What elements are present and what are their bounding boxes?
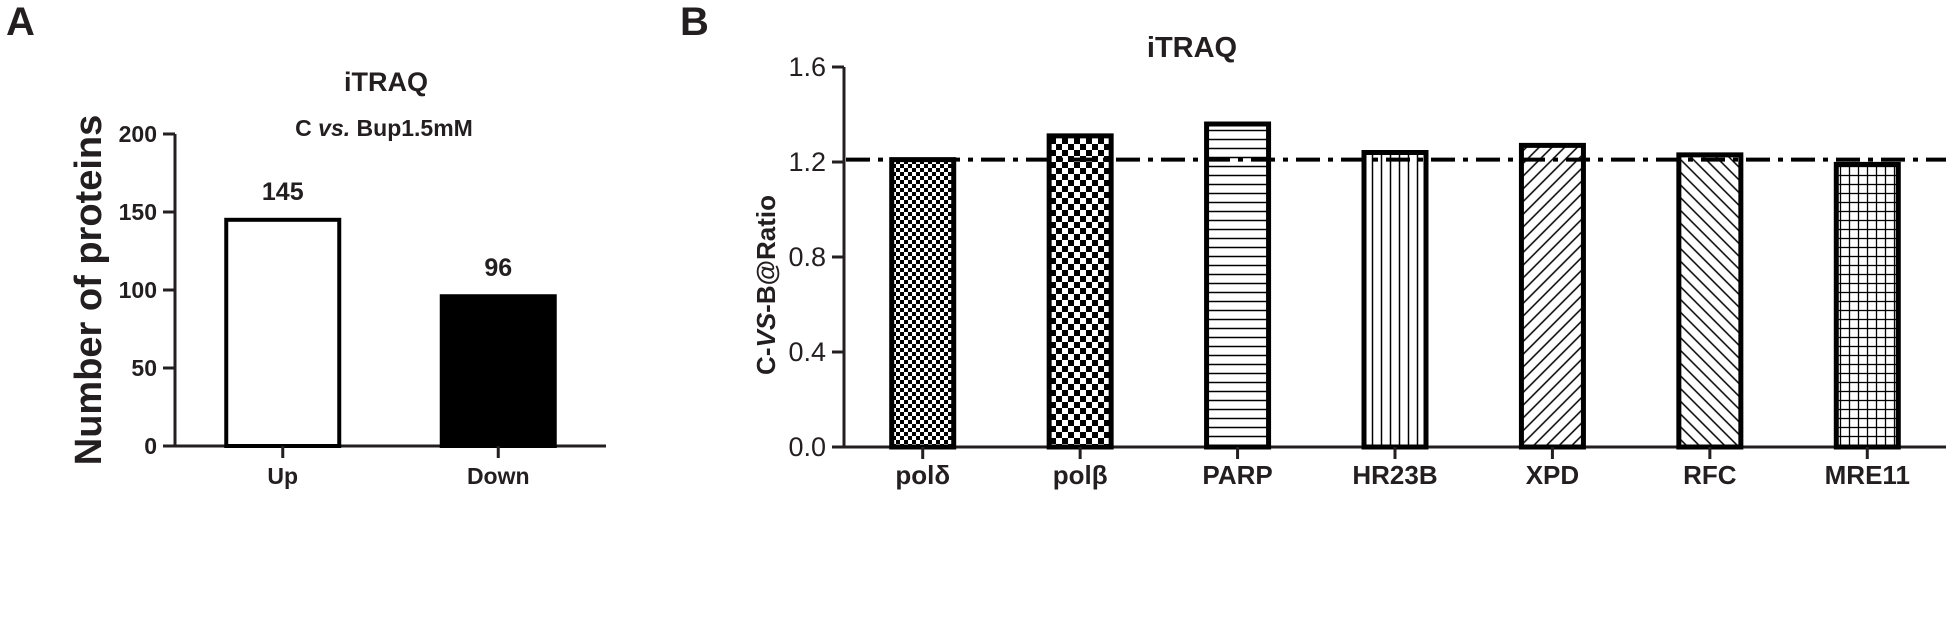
panel-b-y-tick-label: 0.8 xyxy=(788,242,826,272)
data-label-down: 96 xyxy=(484,254,512,282)
panel-b-bars xyxy=(889,121,1901,450)
panel-b-y-tick-label: 0.4 xyxy=(788,337,826,367)
x-tick-label-rfc: RFC xyxy=(1683,460,1737,490)
panel-a-y-ticks: 0 50 100 150 200 xyxy=(119,121,175,459)
panel-b-y-axis-label-suffix: -B@Ratio xyxy=(751,195,781,313)
panel-b-x-labels: polδ polβ PARP HR23B XPD RFC MRE11 xyxy=(895,447,1910,490)
panel-a-y-axis-label: Number of proteins xyxy=(68,115,110,465)
panel-a-subtitle-suffix: Bup1.5mM xyxy=(350,115,473,141)
panel-b-y-tick-label: 1.2 xyxy=(788,147,826,177)
panel-a-y-tick-label: 150 xyxy=(119,199,157,225)
panel-a-title: iTRAQ xyxy=(344,67,428,97)
panel-a-y-tick-label: 200 xyxy=(119,121,157,147)
x-tick-label-mre11: MRE11 xyxy=(1825,460,1910,490)
panel-b-y-axis-label: C-VS-B@Ratio xyxy=(751,195,781,375)
panel-a-y-tick-label: 0 xyxy=(144,433,157,459)
bar-pol xyxy=(1046,133,1114,450)
panel-a-x-labels: Up Down xyxy=(267,446,530,489)
panel-b-y-tick-label: 0.0 xyxy=(788,432,826,462)
panel-b-title: iTRAQ xyxy=(1147,32,1237,64)
x-tick-label-pol: polδ xyxy=(895,460,950,490)
x-tick-label-hr23b: HR23B xyxy=(1352,460,1437,490)
panel-b-y-tick-label: 1.6 xyxy=(788,52,826,82)
panel-a-subtitle-italic: vs. xyxy=(318,115,350,141)
panel-a-subtitle-prefix: C xyxy=(295,115,318,141)
x-tick-label-up: Up xyxy=(267,463,298,489)
panel-b-label: B xyxy=(680,0,709,44)
bar-mre11 xyxy=(1833,161,1901,450)
x-tick-label-down: Down xyxy=(467,463,530,489)
x-tick-label-xpd: XPD xyxy=(1526,460,1579,490)
bar-pol xyxy=(889,157,957,450)
panel-a-subtitle: C vs. Bup1.5mM xyxy=(295,115,473,141)
bar-parp xyxy=(1204,121,1272,450)
bar-rfc xyxy=(1676,152,1744,450)
bar-up xyxy=(224,217,342,448)
panel-a-label: A xyxy=(6,0,35,44)
x-tick-label-parp: PARP xyxy=(1202,460,1272,490)
bar-hr23b xyxy=(1361,150,1429,450)
panel-a-data-labels: 145 96 xyxy=(262,178,512,282)
x-tick-label-pol: polβ xyxy=(1053,460,1108,490)
panel-b: B iTRAQ C-VS-B@Ratio 0.0 0.4 0.8 1.2 1.6 pol… xyxy=(680,0,1946,490)
panel-a-y-tick-label: 50 xyxy=(131,355,157,381)
panel-b-y-axis-label-prefix: C- xyxy=(751,348,781,375)
panel-b-y-ticks: 0.0 0.4 0.8 1.2 1.6 xyxy=(788,52,844,462)
bar-xpd xyxy=(1518,142,1586,450)
bar-down xyxy=(439,294,557,448)
panel-a: A iTRAQ C vs. Bup1.5mM Number of protein… xyxy=(6,0,606,489)
panel-b-y-axis-label-italic: VS xyxy=(751,312,781,347)
panel-a-y-tick-label: 100 xyxy=(119,277,157,303)
data-label-up: 145 xyxy=(262,178,304,206)
